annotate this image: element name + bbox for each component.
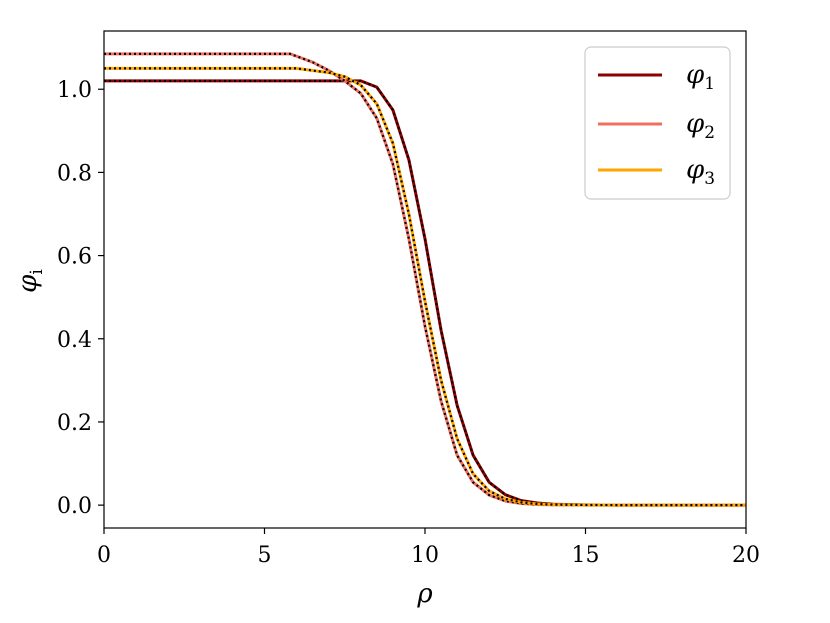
y-tick-label: 1.0: [57, 78, 92, 103]
axis-ticks: 0 5 10 15 20 0.0 0.2 0.4 0.6 0.8 1.0: [57, 78, 760, 568]
x-tick-label: 10: [411, 543, 439, 568]
legend-label-phi1: φ1: [686, 60, 715, 94]
y-axis-label-main: φ: [13, 274, 43, 293]
y-tick-label: 0.8: [57, 161, 92, 186]
x-tick-label: 5: [258, 543, 272, 568]
x-tick-label: 20: [732, 543, 760, 568]
x-axis-label: ρ: [416, 579, 433, 609]
series-lines: [104, 52, 746, 507]
y-tick-label: 0.4: [57, 328, 92, 353]
series-dotted-fit-phi2: [104, 52, 746, 507]
legend-label-phi2: φ2: [686, 109, 715, 143]
y-tick-label: 0.0: [57, 494, 92, 519]
legend: φ1 φ2 φ3: [584, 46, 731, 200]
legend-label-phi3: φ3: [686, 155, 715, 189]
y-axis-label-sub: i: [27, 269, 47, 275]
y-tick-label: 0.6: [57, 245, 92, 270]
svg-text:φi: φi: [13, 269, 47, 293]
series-dotted-fit-phi3: [104, 67, 746, 507]
x-tick-label: 0: [97, 543, 111, 568]
y-axis-label: φi: [13, 269, 47, 293]
y-tick-label: 0.2: [57, 411, 92, 436]
x-tick-label: 15: [572, 543, 600, 568]
